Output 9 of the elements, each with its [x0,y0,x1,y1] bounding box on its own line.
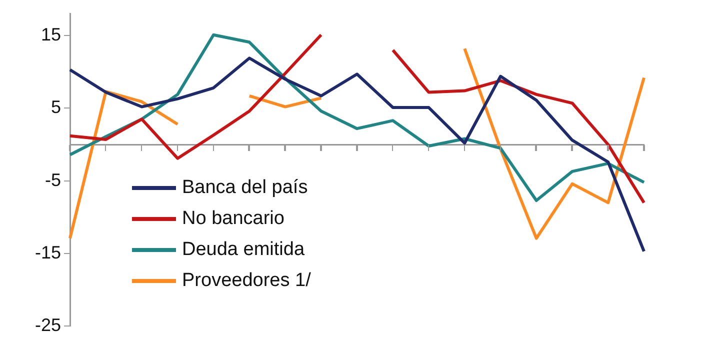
legend-label: Deuda emitida [182,238,305,262]
legend-label: Proveedores 1/ [182,269,311,293]
y-tick-label: 5 [51,97,62,118]
legend-label: Banca del país [182,176,308,200]
y-tick-label: -25 [35,315,62,336]
y-tick-label: 15 [40,24,62,45]
y-tick-label: -5 [45,170,62,190]
legend-label: No bancario [182,207,284,231]
y-tick-label: -15 [35,242,62,263]
